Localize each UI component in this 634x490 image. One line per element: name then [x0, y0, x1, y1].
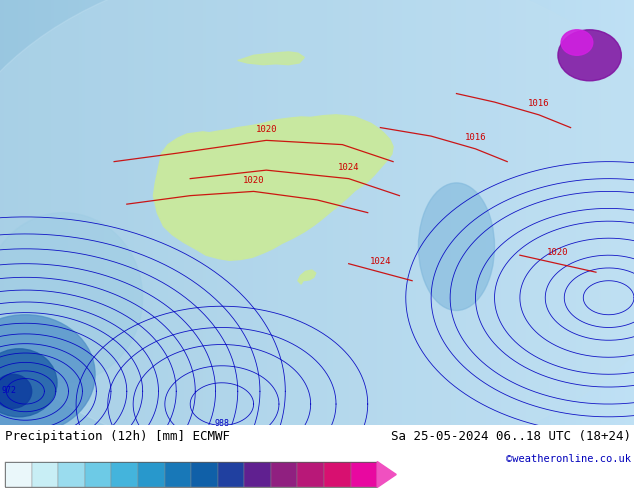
- Polygon shape: [153, 115, 393, 260]
- Polygon shape: [298, 270, 316, 284]
- Ellipse shape: [558, 30, 621, 81]
- Bar: [165, 462, 191, 488]
- Bar: [32, 462, 58, 488]
- Text: 988: 988: [214, 418, 230, 428]
- Ellipse shape: [0, 349, 57, 417]
- Ellipse shape: [0, 213, 143, 383]
- Text: Precipitation (12h) [mm] ECMWF: Precipitation (12h) [mm] ECMWF: [5, 431, 230, 443]
- Bar: [244, 462, 271, 488]
- Text: 1016: 1016: [528, 99, 550, 108]
- Text: 1020: 1020: [256, 125, 277, 134]
- Bar: [138, 462, 165, 488]
- Bar: [351, 462, 377, 488]
- Text: 1024: 1024: [370, 257, 391, 266]
- Bar: [5, 462, 377, 488]
- Polygon shape: [238, 52, 304, 65]
- Bar: [297, 462, 324, 488]
- Text: 1016: 1016: [465, 133, 486, 143]
- Text: 1020: 1020: [243, 176, 264, 185]
- Text: 1020: 1020: [547, 248, 569, 257]
- Text: ©weatheronline.co.uk: ©weatheronline.co.uk: [506, 454, 631, 464]
- Polygon shape: [377, 462, 396, 488]
- Bar: [58, 462, 85, 488]
- Bar: [5, 462, 32, 488]
- Ellipse shape: [418, 183, 495, 311]
- Ellipse shape: [0, 0, 634, 468]
- Bar: [324, 462, 351, 488]
- Bar: [85, 462, 112, 488]
- Text: Sa 25-05-2024 06..18 UTC (18+24): Sa 25-05-2024 06..18 UTC (18+24): [391, 431, 631, 443]
- Text: 1024: 1024: [338, 163, 359, 172]
- Bar: [112, 462, 138, 488]
- Bar: [217, 462, 244, 488]
- Ellipse shape: [0, 315, 95, 434]
- Ellipse shape: [561, 30, 593, 55]
- Ellipse shape: [0, 374, 32, 408]
- Bar: [191, 462, 217, 488]
- Bar: [271, 462, 297, 488]
- Text: 972: 972: [2, 386, 16, 395]
